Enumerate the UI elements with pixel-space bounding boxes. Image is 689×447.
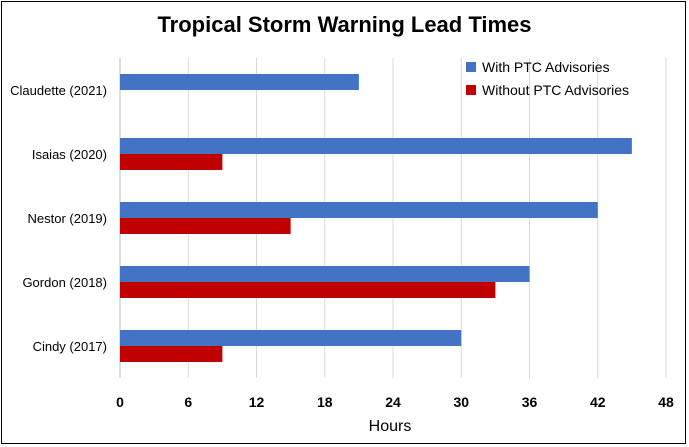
x-tick-label: 30 [453, 394, 469, 410]
legend: With PTC Advisories Without PTC Advisorie… [466, 59, 629, 98]
x-tick-label: 42 [590, 394, 606, 410]
category-label: Cindy (2017) [33, 339, 107, 354]
bar-with-ptc [120, 266, 530, 282]
bar-without-ptc [120, 346, 223, 362]
category-label: Nestor (2019) [28, 211, 107, 226]
bar-without-ptc [120, 282, 496, 298]
bar-with-ptc [120, 330, 462, 346]
bar-with-ptc [120, 138, 632, 154]
legend-entry: Without PTC Advisories [482, 82, 629, 98]
x-tick-labels: 0 6 12 18 24 30 36 42 48 [116, 394, 674, 410]
x-tick-label: 6 [184, 394, 192, 410]
legend-swatch [466, 62, 476, 72]
x-tick-label: 12 [249, 394, 265, 410]
bar-without-ptc [120, 154, 223, 170]
legend-swatch [466, 85, 476, 95]
x-tick-label: 0 [116, 394, 124, 410]
category-labels: Claudette (2021) Isaias (2020) Nestor (201… [10, 83, 107, 354]
bar-without-ptc [120, 218, 291, 234]
x-tick-label: 36 [522, 394, 538, 410]
legend-entry: With PTC Advisories [482, 59, 610, 75]
x-tick-label: 18 [317, 394, 333, 410]
x-tick-label: 48 [658, 394, 674, 410]
category-label: Gordon (2018) [22, 275, 107, 290]
category-label: Isaias (2020) [32, 147, 107, 162]
x-tick-label: 24 [385, 394, 401, 410]
category-label: Claudette (2021) [10, 83, 107, 98]
bars [120, 74, 632, 362]
bar-with-ptc [120, 202, 598, 218]
x-axis-title: Hours [369, 418, 412, 435]
bar-with-ptc [120, 74, 359, 90]
chart-title: Tropical Storm Warning Lead Times [157, 12, 532, 37]
